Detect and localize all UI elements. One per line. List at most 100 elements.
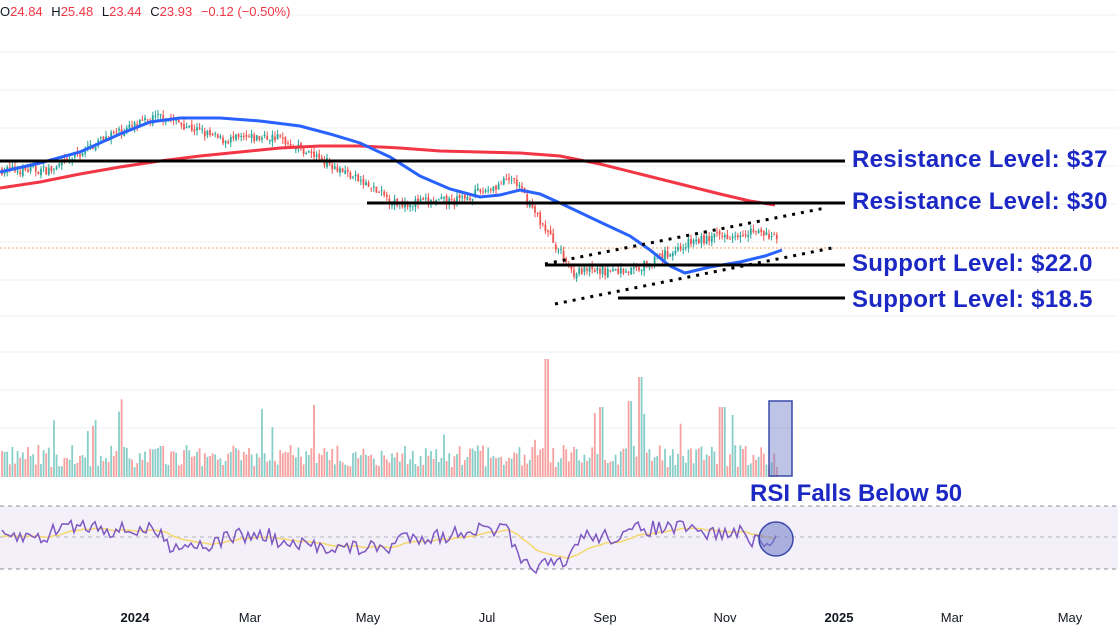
volume-bar [469, 448, 471, 477]
candle-body [94, 146, 97, 151]
candle-body [723, 235, 726, 238]
candle-body [773, 234, 776, 236]
candle-body [302, 148, 305, 154]
candle-body [268, 140, 271, 142]
candle-body [281, 137, 284, 139]
candle-body [253, 134, 256, 142]
volume-bar [237, 449, 240, 477]
volume-bar [159, 445, 162, 477]
candle-body [323, 159, 326, 166]
volume-bar [656, 456, 659, 477]
candle-body [151, 115, 154, 125]
candle-body [385, 194, 388, 197]
candle-body [66, 158, 68, 160]
candle-body [588, 267, 591, 272]
resistance-label-37: Resistance Level: $37 [852, 146, 1108, 173]
candle-body [549, 230, 552, 235]
volume-bar [760, 447, 763, 477]
volume-bar [55, 454, 58, 477]
candle-body [300, 143, 302, 148]
volume-bar [734, 445, 737, 477]
volume-bar [541, 448, 544, 477]
candle-body [123, 132, 126, 137]
volume-bar [333, 464, 336, 477]
candle-body [313, 151, 315, 157]
channel-upper [544, 206, 826, 266]
volume-bar [593, 412, 596, 477]
volume-bar [445, 461, 448, 477]
candle-body [19, 171, 22, 175]
volume-bar [375, 464, 378, 477]
volume-bar [643, 413, 646, 477]
candle-body [274, 136, 276, 141]
volume-bar [50, 466, 53, 477]
volume-bar [622, 448, 625, 477]
candle-body [86, 145, 89, 147]
candle-body [128, 124, 131, 129]
volume-bar [380, 450, 383, 477]
candle-body [627, 271, 630, 273]
candle-body [136, 124, 139, 127]
candle-body [357, 174, 360, 182]
x-tick-sep: Sep [593, 610, 617, 625]
volume-bar [292, 455, 295, 477]
volume-bar [289, 445, 292, 477]
volume-bar [362, 448, 365, 477]
volume-bar [258, 457, 261, 477]
volume-bar [86, 431, 89, 477]
candle-body [679, 245, 682, 250]
volume-bar [723, 407, 726, 477]
volume-bar [131, 459, 133, 477]
candle-body [677, 247, 679, 251]
candle-body [752, 229, 755, 232]
volume-bar [679, 423, 682, 477]
candle-body [344, 170, 347, 174]
change-value: −0.12 (−0.50%) [200, 4, 291, 19]
volume-bar [42, 450, 45, 477]
volume-bar [526, 463, 529, 477]
candle-body [596, 267, 599, 271]
volume-bar [188, 450, 191, 477]
candle-body [461, 196, 464, 198]
candle-body [209, 129, 211, 136]
candle-body [37, 171, 40, 175]
volume-bar [630, 401, 633, 477]
candle-body [448, 198, 451, 205]
volume-bar [726, 466, 729, 477]
volume-bar [326, 451, 328, 477]
volume-bar [367, 456, 370, 477]
volume-bar [3, 451, 6, 477]
candle-body [229, 137, 232, 143]
candle-body [534, 206, 536, 213]
volume-bar [547, 359, 549, 477]
candle-body [55, 166, 58, 170]
candle-body [261, 137, 263, 140]
candle-body [552, 233, 555, 243]
gridlines [0, 14, 1118, 429]
volume-bar [612, 461, 614, 477]
candle-body [154, 115, 157, 117]
volume-bar [318, 453, 321, 477]
candle-body [505, 179, 508, 181]
x-tick-jul: Jul [478, 610, 496, 625]
candle-body [692, 240, 695, 244]
volume-bar [697, 448, 700, 477]
volume-bar [651, 460, 653, 477]
candle-body [443, 197, 445, 199]
candle-body [700, 236, 703, 244]
volume-bar [770, 462, 773, 477]
volume-bar [102, 461, 105, 477]
volume-bar [47, 447, 50, 477]
candle-body [331, 164, 334, 170]
candle-body [222, 137, 224, 144]
candle-body [695, 239, 698, 242]
volume-bar [495, 458, 497, 477]
volume-bar [450, 466, 453, 477]
candle-body [690, 239, 692, 245]
candle-body [513, 178, 516, 180]
volume-bar [690, 448, 692, 477]
volume-bar [700, 446, 703, 477]
volume-bar [492, 456, 495, 477]
candle-body [289, 143, 292, 147]
